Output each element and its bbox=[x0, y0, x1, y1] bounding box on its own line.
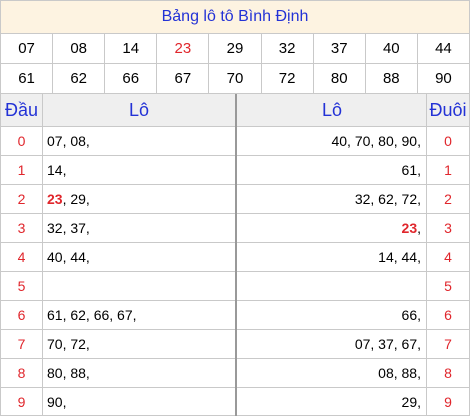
lo-right-cell: 23, bbox=[237, 214, 421, 242]
numbers-row-2: 61 62 66 67 70 72 80 88 90 bbox=[1, 64, 469, 94]
lo-right-cell: 29, bbox=[401, 394, 421, 410]
number-cell: 90 bbox=[435, 70, 452, 87]
number-cell: 40 bbox=[366, 34, 418, 63]
table-row: 9 90, 29, 9 bbox=[1, 388, 469, 416]
header-duoi: Đuôi bbox=[429, 100, 467, 120]
lo-left-cell: 70, 72, bbox=[47, 336, 90, 352]
lo-right-cell bbox=[237, 272, 421, 300]
duoi-cell: 7 bbox=[444, 336, 452, 352]
dau-cell: 5 bbox=[17, 278, 26, 294]
number-cell: 61 bbox=[1, 64, 54, 93]
numbers-row-1: 07 08 14 23 29 32 37 40 44 bbox=[1, 34, 469, 64]
column-divider bbox=[42, 94, 43, 416]
dau-cell: 3 bbox=[17, 220, 26, 236]
lo-left-cell: 32, 37, bbox=[47, 220, 90, 236]
number-cell: 72 bbox=[262, 64, 314, 93]
duoi-cell: 6 bbox=[444, 307, 452, 323]
dau-cell: 9 bbox=[17, 394, 26, 410]
lo-left-cell: 40, 44, bbox=[47, 249, 90, 265]
lo-left-cell: 80, 88, bbox=[47, 365, 90, 381]
duoi-cell: 4 bbox=[444, 249, 452, 265]
lo-left-cell: 61, 62, 66, 67, bbox=[47, 307, 137, 323]
number-cell: 88 bbox=[366, 64, 418, 93]
duoi-cell: 0 bbox=[444, 133, 452, 149]
dau-cell: 8 bbox=[17, 365, 26, 381]
number-cell: 14 bbox=[105, 34, 158, 63]
lo-left-rest: , 29, bbox=[62, 191, 90, 207]
number-cell: 08 bbox=[53, 34, 106, 63]
column-divider bbox=[426, 94, 427, 416]
dau-cell: 4 bbox=[17, 249, 26, 265]
lo-right-cell: 40, 70, 80, 90, bbox=[331, 133, 421, 149]
lo-right-rest: , bbox=[417, 220, 421, 236]
lo-right-cell: 14, 44, bbox=[378, 249, 421, 265]
duoi-cell: 1 bbox=[444, 162, 452, 178]
duoi-cell: 8 bbox=[444, 365, 452, 381]
lo-left-cell: 07, 08, bbox=[47, 133, 90, 149]
number-cell: 80 bbox=[314, 64, 366, 93]
highlight-number: 23 bbox=[401, 220, 418, 236]
lo-left-cell: 90, bbox=[47, 394, 67, 410]
number-cell: 07 bbox=[1, 34, 54, 63]
number-cell: 44 bbox=[435, 40, 452, 57]
lo-right-cell: 32, 62, 72, bbox=[354, 191, 421, 207]
lo-left-cell: 23, 29, bbox=[43, 185, 239, 213]
highlight-number: 23 bbox=[47, 191, 63, 207]
number-cell: 32 bbox=[262, 34, 314, 63]
table-title: Bảng lô tô Bình Định bbox=[1, 1, 469, 34]
number-cell: 70 bbox=[209, 64, 262, 93]
header-lo-left: Lô bbox=[128, 100, 150, 120]
lo-left-cell bbox=[43, 272, 239, 300]
number-cell: 37 bbox=[314, 34, 366, 63]
duoi-cell: 5 bbox=[444, 278, 452, 294]
dau-cell: 2 bbox=[17, 191, 26, 207]
lo-right-cell: 61, bbox=[401, 162, 421, 178]
dau-cell: 1 bbox=[17, 162, 26, 178]
duoi-cell: 9 bbox=[444, 394, 452, 410]
dau-cell: 0 bbox=[17, 133, 26, 149]
number-cell: 67 bbox=[157, 64, 210, 93]
number-cell-highlight: 23 bbox=[157, 34, 210, 63]
lo-left-cell: 14, bbox=[47, 162, 67, 178]
number-cell: 29 bbox=[209, 34, 262, 63]
number-cell: 66 bbox=[105, 64, 158, 93]
center-divider bbox=[235, 94, 237, 416]
duoi-cell: 3 bbox=[444, 220, 452, 236]
dau-cell: 7 bbox=[17, 336, 26, 352]
header-lo-right: Lô bbox=[321, 100, 343, 120]
lo-right-cell: 07, 37, 67, bbox=[354, 336, 421, 352]
duoi-cell: 2 bbox=[444, 191, 452, 207]
lo-right-cell: 66, bbox=[401, 307, 421, 323]
dau-cell: 6 bbox=[17, 307, 26, 323]
number-cell: 62 bbox=[53, 64, 106, 93]
header-dau: Đầu bbox=[4, 100, 39, 120]
lo-right-cell: 08, 88, bbox=[378, 365, 421, 381]
